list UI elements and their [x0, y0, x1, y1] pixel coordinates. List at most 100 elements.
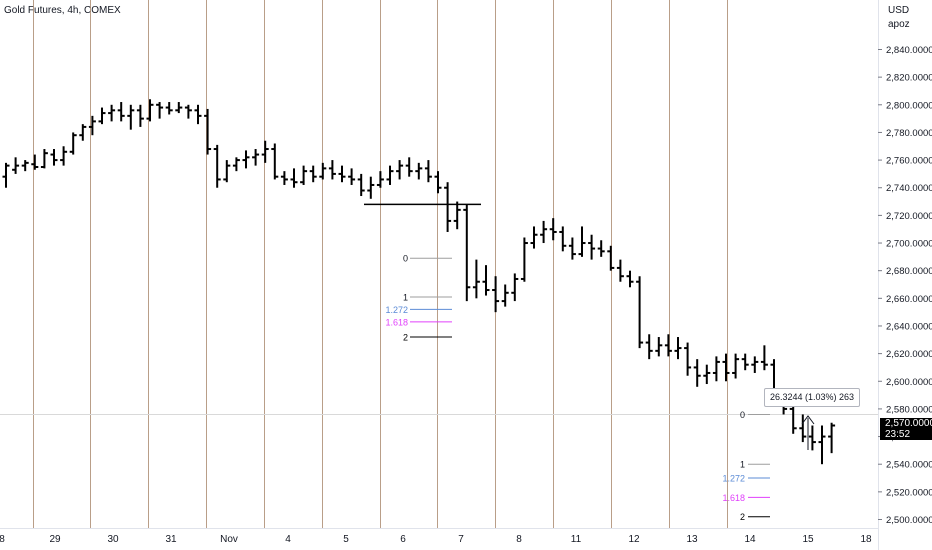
ohlc-bar	[732, 353, 740, 379]
ohlc-bar	[79, 124, 87, 141]
ohlc-bar	[501, 284, 509, 307]
ohlc-bar	[396, 160, 404, 180]
currency-label[interactable]: USD	[888, 5, 910, 16]
x-tick-label: 8	[516, 534, 522, 545]
x-tick-label: 30	[107, 534, 119, 545]
ohlc-bar	[568, 237, 576, 260]
y-tick-label: 2,640.0000	[886, 321, 932, 332]
ohlc-bar	[549, 218, 557, 241]
ohlc-bar	[559, 226, 567, 252]
ohlc-bar	[300, 165, 308, 185]
ohlc-bar	[530, 226, 538, 249]
x-tick-label: 5	[343, 534, 349, 545]
y-tick-label: 2,500.0000	[886, 515, 932, 526]
scale-mode-label[interactable]: apoz	[888, 19, 910, 30]
price-scale-currency[interactable]: USD apoz	[888, 4, 910, 32]
ohlc-bar	[808, 425, 816, 451]
x-tick-label: 11	[571, 534, 582, 545]
ohlc-bar	[626, 270, 634, 288]
ohlc-bar	[252, 149, 260, 166]
fib-level-label: 1	[403, 292, 408, 302]
y-tick-label: 2,820.0000	[886, 73, 932, 84]
y-tick-label: 2,780.0000	[886, 128, 932, 139]
ohlc-bar	[194, 104, 202, 125]
ohlc-bar	[31, 154, 39, 170]
y-tick-label: 2,700.0000	[886, 239, 932, 250]
ohlc-bar	[338, 165, 346, 183]
ohlc-bar	[357, 173, 365, 197]
y-tick-label: 2,800.0000	[886, 100, 932, 111]
ohlc-bar	[520, 237, 528, 282]
ohlc-bar	[117, 102, 125, 122]
ohlc-bar	[88, 115, 96, 136]
y-tick-label: 2,660.0000	[886, 294, 932, 305]
ohlc-bar	[616, 259, 624, 282]
x-tick-label: 18	[860, 534, 872, 545]
ohlc-bar	[156, 102, 164, 119]
fib-level-label: 2	[403, 333, 408, 343]
y-tick-label: 2,540.0000	[886, 460, 932, 471]
x-tick-label: 14	[744, 534, 756, 545]
last-price-countdown: 23:52	[885, 429, 911, 440]
ohlc-bar	[472, 259, 480, 299]
last-price-value: 2,570.0000	[885, 418, 932, 429]
ohlc-bar	[722, 353, 730, 382]
ohlc-bar	[319, 162, 327, 180]
ohlc-bar	[146, 99, 154, 122]
ohlc-bar	[415, 162, 423, 180]
ohlc-bar	[741, 353, 749, 371]
y-tick-label: 2,520.0000	[886, 487, 932, 498]
ohlc-bar	[184, 104, 192, 119]
ohlc-bar	[424, 160, 432, 183]
ohlc-bar	[664, 334, 672, 357]
ohlc-bar	[674, 337, 682, 360]
ohlc-bar	[50, 149, 58, 166]
ohlc-bar	[328, 160, 336, 180]
ohlc-bar	[127, 104, 135, 130]
ohlc-bar	[165, 102, 173, 115]
y-tick-label: 2,760.0000	[886, 156, 932, 167]
x-tick-label: 15	[802, 534, 814, 545]
ohlc-bar	[290, 168, 298, 188]
ohlc-bar	[828, 422, 836, 454]
ohlc-bar	[367, 176, 375, 199]
ohlc-bar	[232, 157, 240, 172]
ohlc-bar	[434, 171, 442, 194]
ohlc-bar	[98, 107, 106, 125]
fib-level-label: 0	[403, 254, 408, 264]
ohlc-bar	[60, 146, 68, 166]
ohlc-bar	[540, 220, 548, 244]
x-tick-label: 8	[0, 534, 5, 545]
x-tick-label: 31	[165, 534, 177, 545]
ohlc-bar	[376, 171, 384, 188]
ohlc-bar	[607, 245, 615, 271]
ohlc-bar	[204, 108, 212, 155]
fib-level-2-label: 1.272	[722, 474, 745, 484]
y-tick-label: 2,740.0000	[886, 183, 932, 194]
y-tick-label: 2,600.0000	[886, 377, 932, 388]
ohlc-bar	[751, 356, 759, 373]
ohlc-bar	[463, 204, 471, 302]
ohlc-bar	[597, 240, 605, 257]
y-tick-label: 2,680.0000	[886, 266, 932, 277]
ohlc-bar	[309, 165, 317, 183]
fib-level-label: 1.272	[385, 305, 408, 315]
ohlc-bar	[799, 414, 807, 443]
y-tick-label: 2,720.0000	[886, 211, 932, 222]
ohlc-bar	[213, 144, 221, 188]
ohlc-bar	[242, 150, 250, 169]
ohlc-bar	[492, 276, 500, 313]
ohlc-bar	[108, 104, 116, 122]
ohlc-bar	[40, 149, 48, 169]
ohlc-bar	[818, 425, 826, 465]
fib-level-2-label: 2	[740, 512, 745, 522]
ohlc-bar	[280, 171, 288, 185]
x-tick-label: 4	[285, 534, 291, 545]
ohlc-bar	[588, 234, 596, 260]
ohlc-bar	[386, 165, 394, 185]
ohlc-bar	[655, 337, 663, 357]
fib-level-2-label: 1.618	[722, 493, 745, 503]
ohlc-bar	[703, 364, 711, 385]
